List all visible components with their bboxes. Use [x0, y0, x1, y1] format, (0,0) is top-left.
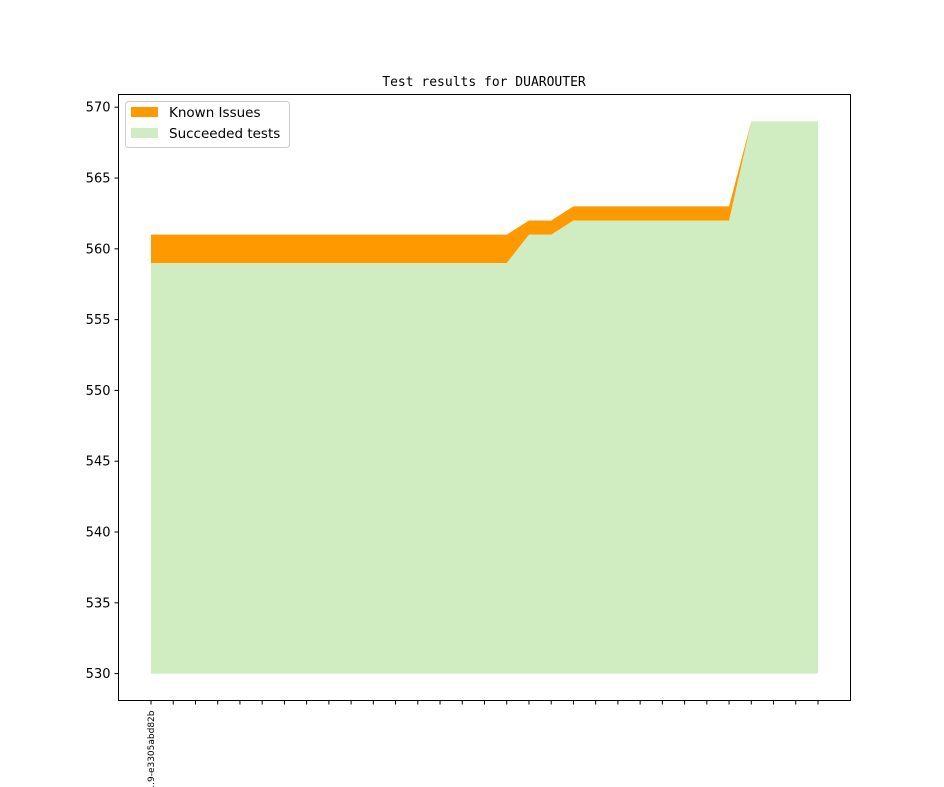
legend-label-known-issues: Known Issues — [169, 105, 261, 121]
y-tick-label: 550 — [86, 384, 111, 399]
y-tick-label: 540 — [86, 526, 111, 541]
y-tick-label: 555 — [86, 313, 111, 328]
y-tick-label: 565 — [86, 172, 111, 187]
plot-area — [151, 121, 818, 674]
y-tick-label: 560 — [86, 242, 111, 257]
legend-swatch-known-issues — [131, 107, 158, 117]
y-tick-label: 530 — [86, 667, 111, 682]
x-axis: ...9-e3305abd82b — [147, 700, 819, 787]
x-tick-label: ...9-e3305abd82b — [147, 710, 157, 787]
y-axis: 530 535 540 545 550 555 560 565 570 — [86, 101, 119, 682]
legend-box — [125, 101, 290, 148]
legend-label-succeeded-tests: Succeeded tests — [169, 126, 280, 142]
area-succeeded-tests — [151, 121, 818, 674]
legend: Known Issues Succeeded tests — [125, 101, 290, 148]
chart-title: Test results for DUAROUTER — [382, 75, 586, 90]
y-tick-label: 545 — [86, 455, 111, 470]
y-tick-label: 535 — [86, 596, 111, 611]
y-tick-label: 570 — [86, 101, 111, 116]
area-known-issues — [151, 121, 818, 263]
legend-swatch-succeeded-tests — [131, 128, 158, 138]
